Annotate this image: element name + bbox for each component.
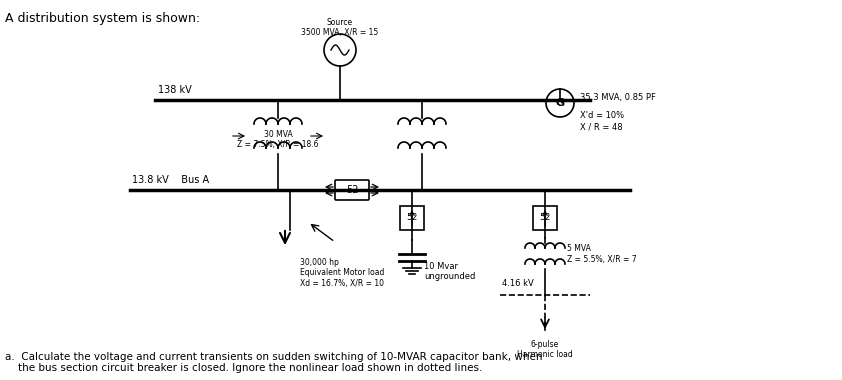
Text: the bus section circuit breaker is closed. Ignore the nonlinear load shown in do: the bus section circuit breaker is close… [5, 363, 482, 373]
Text: a.  Calculate the voltage and current transients on sudden switching of 10-MVAR : a. Calculate the voltage and current tra… [5, 352, 542, 362]
Text: 52: 52 [540, 214, 551, 223]
Text: 13.8 kV    Bus A: 13.8 kV Bus A [132, 175, 209, 185]
FancyBboxPatch shape [400, 206, 424, 230]
Text: X / R = 48: X / R = 48 [580, 123, 622, 132]
Text: G: G [556, 98, 565, 108]
Text: 30 MVA
Z = 7.5%, X/R = 18.6: 30 MVA Z = 7.5%, X/R = 18.6 [237, 130, 319, 149]
Text: 138 kV: 138 kV [158, 85, 192, 95]
Text: 30,000 hp
Equivalent Motor load
Xd = 16.7%, X/R = 10: 30,000 hp Equivalent Motor load Xd = 16.… [300, 258, 385, 288]
FancyBboxPatch shape [335, 180, 369, 200]
FancyBboxPatch shape [533, 206, 557, 230]
Text: A distribution system is shown:: A distribution system is shown: [5, 12, 200, 25]
Text: 52: 52 [407, 214, 418, 223]
Text: Source
3500 MVA, X/R = 15: Source 3500 MVA, X/R = 15 [301, 18, 379, 37]
Text: 6-pulse
Harmonic load: 6-pulse Harmonic load [517, 340, 573, 359]
Text: 5 MVA
Z = 5.5%, X/R = 7: 5 MVA Z = 5.5%, X/R = 7 [567, 244, 637, 264]
Text: 4.16 kV: 4.16 kV [502, 279, 534, 288]
Text: 52: 52 [346, 185, 358, 195]
Text: 35.3 MVA, 0.85 PF: 35.3 MVA, 0.85 PF [580, 93, 656, 102]
Text: X'd = 10%: X'd = 10% [580, 111, 624, 120]
Text: 10 Mvar
ungrounded: 10 Mvar ungrounded [424, 262, 476, 282]
